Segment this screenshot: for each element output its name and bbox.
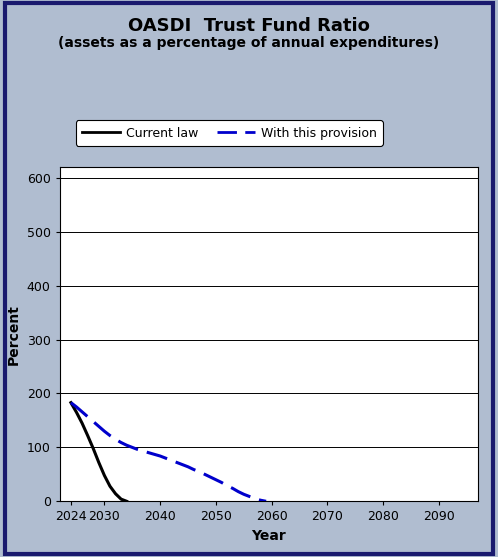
- Legend: Current law, With this provision: Current law, With this provision: [76, 120, 383, 146]
- Y-axis label: Percent: Percent: [7, 304, 21, 365]
- X-axis label: Year: Year: [251, 529, 286, 543]
- Text: (assets as a percentage of annual expenditures): (assets as a percentage of annual expend…: [58, 36, 440, 50]
- Text: OASDI  Trust Fund Ratio: OASDI Trust Fund Ratio: [128, 17, 370, 35]
